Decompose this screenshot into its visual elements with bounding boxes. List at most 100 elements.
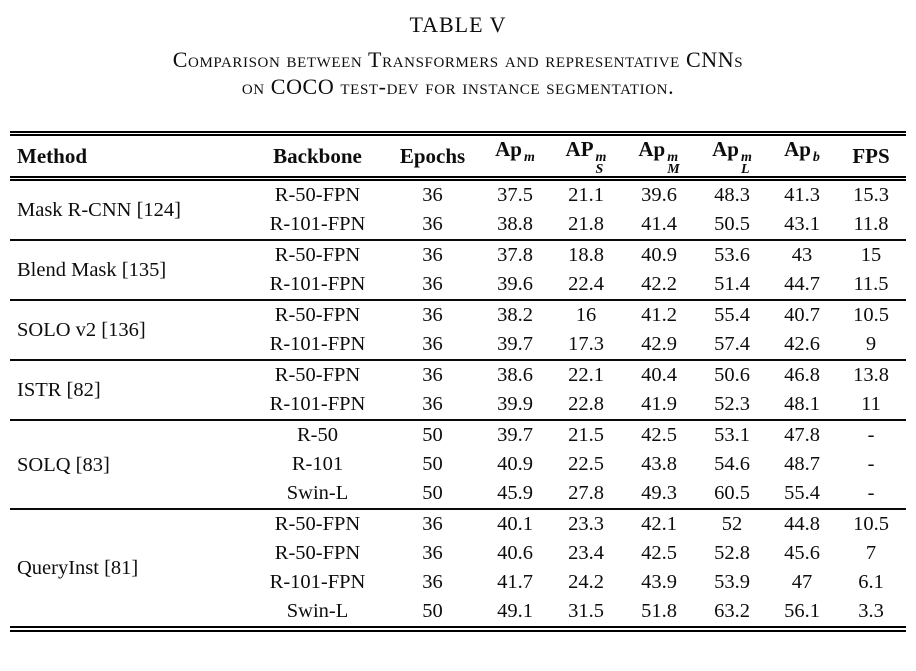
ap-s-m-cell: 17.3: [568, 333, 604, 355]
ap-l-m-cell: 50.6: [714, 364, 750, 386]
ap-m-cell: 37.8: [497, 244, 533, 266]
fps-cell: 13.8: [853, 364, 889, 386]
results-table: Method Backbone Epochs Ap m AP m S Ap m M Ap m…: [10, 131, 906, 632]
ap-m-cell: 39.9: [497, 393, 533, 415]
backbone-cell: R-101-FPN: [269, 273, 366, 295]
col-header-ap-l-m: Ap m L: [696, 134, 768, 179]
col-header-method: Method: [17, 143, 87, 168]
table-row: R-50-FPN 36 40.6 23.4 42.5 52.8 45.6 7: [10, 539, 906, 568]
backbone-cell: R-50-FPN: [274, 244, 361, 266]
backbone-cell: R-50-FPN: [274, 364, 361, 386]
col-header-ap-s-m: AP m S: [550, 134, 622, 179]
table-row: Mask R-CNN [124] R-50-FPN 36 37.5 21.1 39.6 48…: [10, 179, 906, 221]
header-math-base: Ap: [495, 137, 522, 161]
ap-m-cell: 49.1: [497, 600, 533, 622]
ap-l-m-cell: 53.6: [714, 244, 750, 266]
ap-mm-m-cell: 42.9: [641, 333, 677, 355]
backbone-cell: R-50: [297, 424, 338, 446]
ap-m-cell: 38.2: [497, 304, 533, 326]
ap-mm-m-cell: 51.8: [641, 600, 677, 622]
ap-s-m-cell: 23.3: [568, 513, 604, 535]
ap-mm-m-cell: 42.5: [641, 542, 677, 564]
subscript: M: [667, 161, 680, 177]
ap-s-m-cell: 21.1: [568, 184, 604, 206]
header-row: Method Backbone Epochs Ap m AP m S Ap m M Ap m…: [10, 134, 906, 179]
col-header-ap-b: Ap b: [768, 134, 836, 179]
table-header: Method Backbone Epochs Ap m AP m S Ap m M Ap m…: [10, 134, 906, 179]
ap-l-m-cell: 50.5: [714, 213, 750, 235]
epochs-cell: 36: [422, 571, 443, 593]
method-cell: ISTR [82]: [17, 379, 101, 401]
fps-cell: -: [867, 424, 875, 446]
method-group: ISTR [82] R-50-FPN 36 38.6 22.1 40.4 50.6 46.8 1…: [10, 360, 906, 420]
table-row: SOLO v2 [136] R-50-FPN 36 38.2 16 41.2 55.4 40.…: [10, 300, 906, 341]
ap-mm-m-cell: 41.2: [641, 304, 677, 326]
table-row: QueryInst [81] R-50-FPN 36 40.1 23.3 42.1 52 44…: [10, 509, 906, 579]
col-header-ap-m: Ap m: [480, 134, 550, 179]
backbone-cell: R-50-FPN: [274, 184, 361, 206]
fps-cell: 10.5: [853, 304, 889, 326]
header-math-base: Ap: [784, 137, 811, 161]
backbone-cell: R-50-FPN: [274, 542, 361, 564]
method-group: SOLQ [83] R-50 50 39.7 21.5 42.5 53.1 47.8- R-10…: [10, 420, 906, 509]
ap-l-m-cell: 60.5: [714, 482, 750, 504]
col-header-backbone: Backbone: [273, 143, 362, 168]
table-caption: Comparison between Transformers and repr…: [0, 46, 916, 100]
ap-b-cell: 40.7: [784, 304, 820, 326]
table-row: R-101-FPN 36 38.8 21.8 41.4 50.5 43.1 11.8: [10, 210, 906, 240]
ap-m-cell: 40.6: [497, 542, 533, 564]
ap-mm-m-cell: 42.2: [641, 273, 677, 295]
method-cell: QueryInst [81]: [17, 557, 139, 579]
backbone-cell: R-50-FPN: [274, 513, 361, 535]
fps-cell: -: [867, 482, 875, 504]
ap-s-m-cell: 23.4: [568, 542, 604, 564]
fps-cell: 7: [865, 542, 877, 564]
col-header-epochs: Epochs: [399, 143, 466, 168]
backbone-cell: R-50-FPN: [274, 304, 361, 326]
ap-m-cell: 38.6: [497, 364, 533, 386]
epochs-cell: 50: [422, 600, 443, 622]
ap-l-m-cell: 63.2: [714, 600, 750, 622]
ap-s-m-cell: 22.1: [568, 364, 604, 386]
ap-s-m-cell: 24.2: [568, 571, 604, 593]
method-cell: SOLQ [83]: [17, 453, 110, 476]
ap-b-cell: 48.1: [784, 393, 820, 415]
epochs-cell: 36: [422, 333, 443, 355]
ap-b-cell: 48.7: [784, 453, 820, 475]
table-row: R-101-FPN 36 39.9 22.8 41.9 52.3 48.1 11: [10, 390, 906, 420]
ap-l-m-cell: 51.4: [714, 273, 750, 295]
ap-mm-m-cell: 49.3: [641, 482, 677, 504]
table-row: R-101-FPN 36 39.6 22.4 42.2 51.4 44.7 11.5: [10, 270, 906, 300]
subscript: S: [595, 161, 604, 177]
ap-b-cell: 47: [791, 571, 813, 593]
ap-mm-m-cell: 43.8: [641, 453, 677, 475]
fps-cell: 11.5: [853, 273, 889, 295]
ap-mm-m-cell: 39.6: [641, 184, 677, 206]
backbone-cell: R-101-FPN: [269, 393, 366, 415]
ap-b-cell: 45.6: [784, 542, 820, 564]
backbone-cell: R-101-FPN: [269, 571, 366, 593]
ap-m-cell: 41.7: [497, 571, 533, 593]
superscript: m: [740, 150, 752, 165]
ap-mm-m-cell: 40.9: [641, 244, 677, 266]
method-group: Blend Mask [135] R-50-FPN 36 37.8 18.8 40.9 53…: [10, 240, 906, 300]
method-cell: Blend Mask [135]: [17, 259, 167, 281]
table-row: R-101 50 40.9 22.5 43.8 54.6 48.7 -: [10, 450, 906, 479]
ap-l-m-cell: 52.3: [714, 393, 750, 415]
ap-mm-m-cell: 41.4: [641, 213, 677, 235]
header-math-scripts: m: [524, 151, 535, 175]
table-row: R-101-FPN 36 41.7 24.2 43.9 53.9 47 6.1: [10, 568, 906, 597]
epochs-cell: 50: [422, 453, 443, 475]
fps-cell: -: [867, 453, 875, 475]
ap-m-cell: 39.7: [497, 424, 533, 446]
epochs-cell: 36: [422, 244, 443, 266]
table-row: Swin-L 50 45.9 27.8 49.3 60.5 55.4 -: [10, 479, 906, 509]
epochs-cell: 36: [422, 393, 443, 415]
ap-l-m-cell: 54.6: [714, 453, 750, 475]
fps-cell: 3.3: [858, 600, 884, 622]
subscript: L: [740, 161, 750, 177]
fps-cell: 6.1: [858, 571, 884, 593]
